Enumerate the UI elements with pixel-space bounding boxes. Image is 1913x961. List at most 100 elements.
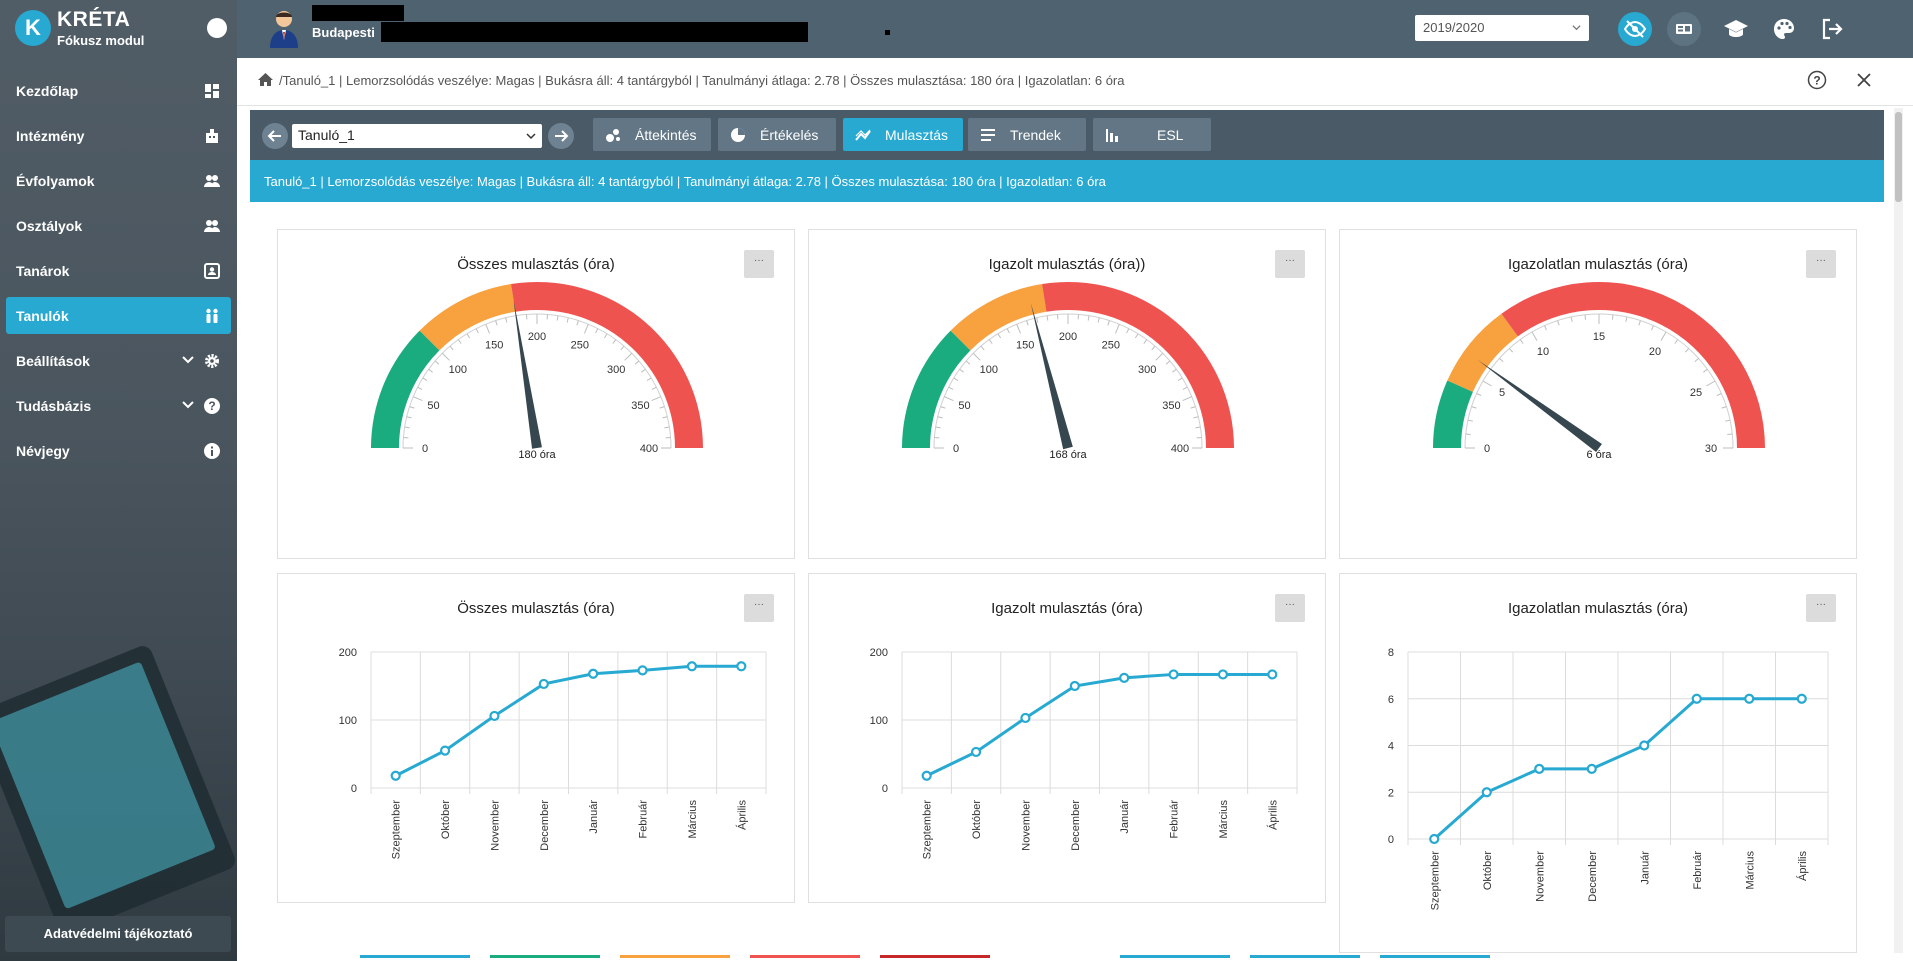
student-select[interactable]: Tanuló_1 [292,124,542,148]
data-point[interactable] [686,661,698,672]
tab-label: Értékelés [760,127,819,143]
next-student-button[interactable] [548,123,574,149]
gauge-band [511,282,703,448]
panel-menu-button[interactable]: ··· [744,594,774,622]
tab-label: Mulasztás [885,127,949,143]
data-point[interactable] [1534,763,1545,774]
gauge-minor-tick [566,317,569,323]
visibility-off-button[interactable] [1618,12,1652,46]
sidebar-item-nevjegy[interactable]: Névjegy [6,432,231,469]
data-point[interactable] [1069,680,1080,692]
data-point[interactable] [970,746,982,758]
help-icon[interactable]: ? [1807,70,1827,90]
logout-button[interactable] [1815,12,1849,46]
theme-button[interactable] [1767,12,1801,46]
help-icon: ? [204,398,220,414]
gauge-minor-tick [659,406,665,409]
lines-icon [981,129,995,141]
data-point[interactable] [1691,693,1702,704]
panel-menu-button[interactable]: ··· [1806,250,1836,278]
data-point[interactable] [1217,669,1229,680]
gauge-tick-label: 200 [1059,331,1077,343]
data-point[interactable] [1020,712,1031,724]
scrollbar[interactable] [1894,108,1903,953]
panel-menu-button[interactable]: ··· [1275,250,1305,278]
gauge-minor-tick [1625,316,1628,322]
sidebar-item-tanulok[interactable]: Tanulók [6,297,231,334]
chart-title: Igazolt mulasztás (óra) [991,600,1143,617]
data-point[interactable] [1168,669,1179,680]
user-avatar[interactable] [267,8,301,48]
data-point[interactable] [736,661,747,672]
tab-ertekeles[interactable]: Értékelés [718,118,836,151]
sidebar-item-intezmeny[interactable]: Intézmény [6,117,231,154]
data-point[interactable] [1267,669,1278,680]
gauge-minor-tick [495,320,498,326]
gauge-major-tick [651,396,661,402]
gauge-value-label: 168 óra [1049,449,1087,461]
gauge-minor-tick [1721,406,1727,409]
bubbles-icon [606,129,620,142]
series-line [926,672,1273,778]
tab-attekintes[interactable]: Áttekintés [593,118,711,151]
gauge-tick-label: 5 [1499,387,1505,399]
data-point[interactable] [1639,740,1650,751]
sidebar-item-tudasbazis[interactable]: Tudásbázis ? [6,387,231,424]
gauge-minor-tick [1026,320,1029,326]
sidebar-toggle-icon[interactable] [207,18,227,38]
data-point[interactable] [1119,672,1130,683]
tab-mulasztas[interactable]: Mulasztás [843,118,963,151]
data-point[interactable] [439,745,451,756]
gauge-minor-tick [1126,328,1130,334]
data-point[interactable] [1796,693,1807,704]
trend-icon [855,129,871,141]
gauge-minor-tick [634,360,640,365]
gauge-major-tick [441,352,450,361]
sidebar-item-evfolyamok[interactable]: Évfolyamok [6,162,231,199]
sidebar-item-osztalyok[interactable]: Osztályok [6,207,231,244]
graduation-button[interactable] [1718,12,1752,46]
sidebar: K KRÉTA Fókusz modul Kezdőlap Intézmény … [0,0,237,961]
pie-icon [731,128,745,142]
gauge-tick-label: 300 [607,364,625,376]
sidebar-item-beallitasok[interactable]: Beállítások [6,342,231,379]
id-card-button[interactable] [1667,12,1701,46]
scrollbar-thumb[interactable] [1895,112,1902,202]
data-point[interactable] [538,678,549,690]
panel-menu-button[interactable]: ··· [1806,594,1836,622]
data-point[interactable] [1586,763,1597,774]
gauge-minor-tick [997,333,1002,339]
data-point[interactable] [489,710,500,722]
gauge-band [1042,282,1234,448]
close-icon[interactable] [1855,71,1873,89]
school-year-select[interactable]: 2019/2020 [1415,15,1589,41]
panel-menu-button[interactable]: ··· [1275,594,1305,622]
gauge-minor-tick [1684,348,1690,353]
gauge-needle [513,299,542,449]
chevron-down-icon [526,133,536,140]
home-icon[interactable] [257,71,274,88]
gauge-minor-tick [1651,325,1654,331]
data-point[interactable] [390,770,401,781]
panel-menu-button[interactable]: ··· [744,250,774,278]
sidebar-item-label: Névjegy [16,443,70,459]
tab-label: Áttekintés [635,127,697,143]
breadcrumb-text: /Tanuló_1 | Lemorzsolódás veszélye: Maga… [279,73,1125,88]
gauge-minor-tick [1725,419,1731,422]
data-point[interactable] [588,668,599,679]
previous-student-button[interactable] [262,123,288,149]
data-point[interactable] [1744,693,1755,704]
brand[interactable]: K KRÉTA Fókusz modul [0,0,237,58]
sidebar-item-tanarok[interactable]: Tanárok [6,252,231,289]
data-point[interactable] [921,770,932,781]
data-point[interactable] [1481,787,1492,798]
data-point[interactable] [637,665,648,676]
sidebar-item-kezdolap[interactable]: Kezdőlap [6,72,231,109]
tab-esl[interactable]: ESL [1093,118,1211,151]
gauge-tick-label: 0 [953,443,959,455]
breadcrumb: /Tanuló_1 | Lemorzsolódás veszélye: Maga… [237,58,1913,106]
privacy-notice-button[interactable]: Adatvédelmi tájékoztató [5,916,231,952]
data-point[interactable] [1429,833,1440,845]
tab-trendek[interactable]: Trendek [968,118,1086,151]
